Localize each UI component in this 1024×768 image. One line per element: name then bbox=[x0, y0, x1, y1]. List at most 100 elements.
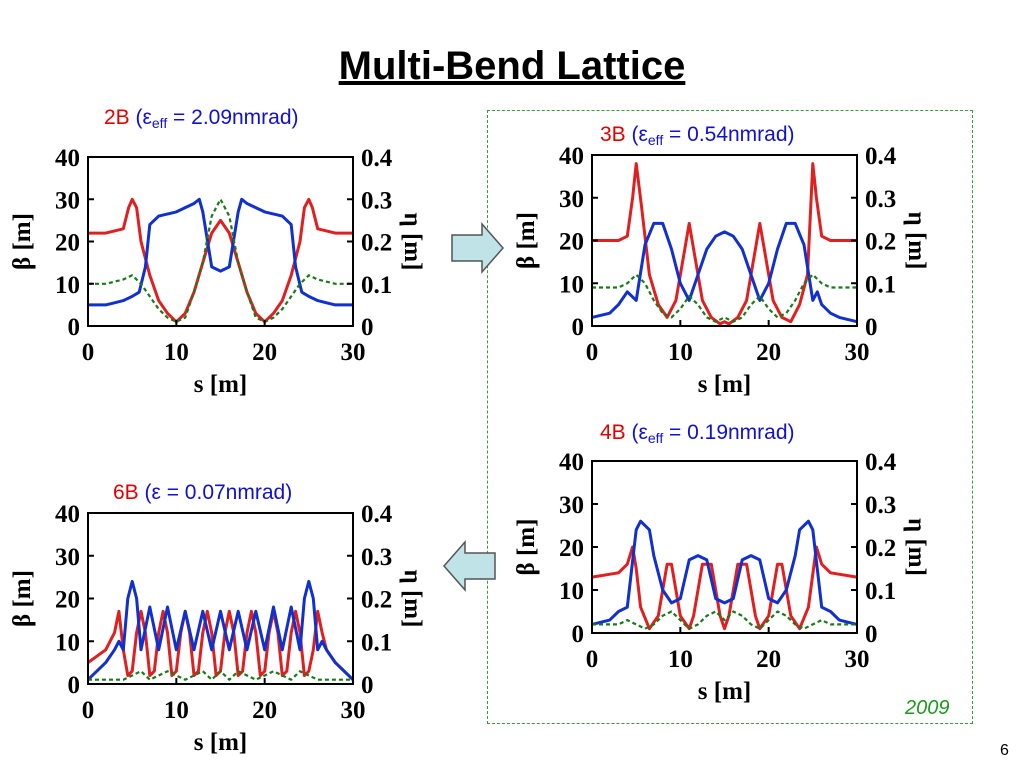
caption-2b: 2B (εeff = 2.09nmrad) bbox=[104, 105, 304, 136]
caption-4b-sub: eff bbox=[647, 430, 664, 446]
caption-3b-eps: ε bbox=[638, 123, 648, 146]
caption-4b: 4B (εeff = 0.19nmrad) bbox=[600, 420, 800, 451]
chart-2b-ytick-label: 10 bbox=[55, 272, 80, 299]
chart-4b-ytick-label: 0 bbox=[572, 621, 585, 648]
caption-6b-rest: (ε = 0.07nmrad) bbox=[138, 481, 293, 504]
caption-3b: 3B (εeff = 0.54nmrad) bbox=[600, 122, 800, 153]
caption-3b-rest: = 0.54nmrad) bbox=[663, 123, 795, 146]
chart-2b-xtick-label: 10 bbox=[164, 339, 189, 366]
chart-4b-ylabel: β [m] bbox=[513, 519, 540, 576]
chart-4b-xtick-label: 30 bbox=[845, 646, 870, 673]
caption-2b-label: 2B bbox=[104, 106, 130, 129]
chart-6b-y2tick-label: 0.1 bbox=[361, 629, 392, 656]
chart-2b-y2tick-label: 0.3 bbox=[361, 187, 392, 214]
chart-3b-xtick-label: 20 bbox=[756, 339, 781, 366]
chart-2b-y2label: η [m] bbox=[399, 213, 426, 271]
chart-2b-series-beta-y bbox=[88, 197, 353, 307]
chart-3b-xtick-label: 0 bbox=[586, 339, 599, 366]
chart-4b-series-beta-x bbox=[591, 545, 858, 631]
chart-3b-xlabel: s [m] bbox=[698, 371, 751, 398]
chart-2b-y2tick-label: 0.2 bbox=[361, 230, 392, 257]
chart-3b-y2tick-label: 0.1 bbox=[865, 271, 896, 298]
slide-title: Multi-Bend Lattice bbox=[0, 44, 1024, 89]
chart-6b-series-eta bbox=[88, 670, 353, 681]
chart-3b-xtick-label: 10 bbox=[668, 339, 693, 366]
chart-2b-ytick-label: 20 bbox=[55, 230, 80, 257]
chart-4b-xtick-label: 0 bbox=[586, 646, 599, 673]
chart-6b-series-beta-y bbox=[86, 579, 355, 681]
caption-4b-paren: ( bbox=[625, 421, 639, 444]
chart-6b-y2tick-label: 0.2 bbox=[361, 587, 392, 614]
caption-4b-eps: ε bbox=[638, 421, 648, 444]
chart-2b-ylabel: β [m] bbox=[9, 213, 36, 270]
chart-3b-ylabel: β [m] bbox=[513, 212, 540, 269]
chart-2b-ytick-label: 30 bbox=[55, 187, 80, 214]
chart-3b-frame bbox=[591, 154, 858, 327]
left-arrow-icon bbox=[443, 540, 496, 592]
chart-2b-xtick-label: 30 bbox=[341, 339, 366, 366]
chart-3b-y2tick-label: 0.4 bbox=[865, 143, 897, 170]
chart-3b-ytick-label: 30 bbox=[559, 186, 584, 213]
chart-2b-y2tick-label: 0.1 bbox=[361, 272, 392, 299]
chart-3b-series-beta-x bbox=[592, 162, 857, 326]
right-arrow-icon bbox=[451, 222, 504, 274]
chart-6b-series-beta-x bbox=[87, 609, 355, 681]
chart-2b-frame bbox=[87, 156, 354, 327]
chart-4b-y2tick-label: 0.2 bbox=[865, 535, 896, 562]
chart-6b-xtick-label: 20 bbox=[252, 697, 277, 724]
chart-3b-y2tick-label: 0 bbox=[865, 314, 878, 341]
caption-2b-rest: = 2.09nmrad) bbox=[167, 106, 299, 129]
caption-6b: 6B (ε = 0.07nmrad) bbox=[113, 480, 373, 505]
chart-4b-xtick-label: 10 bbox=[668, 646, 693, 673]
chart-3b-xtick-label: 30 bbox=[845, 339, 870, 366]
chart-3b-y2label: η [m] bbox=[903, 212, 930, 270]
chart-2b-ytick-label: 0 bbox=[68, 314, 81, 341]
caption-3b-paren: ( bbox=[625, 123, 639, 146]
chart-6b-ytick-label: 20 bbox=[55, 587, 80, 614]
chart-6b-y2label: η [m] bbox=[399, 570, 426, 628]
chart-2b-y2tick-label: 0 bbox=[361, 314, 374, 341]
chart-6b-xtick-label: 0 bbox=[82, 697, 95, 724]
caption-4b-label: 4B bbox=[600, 421, 626, 444]
caption-2b-sub: eff bbox=[151, 115, 168, 131]
chart-4b-y2tick-label: 0.1 bbox=[865, 578, 896, 605]
caption-6b-label: 6B bbox=[113, 481, 139, 504]
page-number: 6 bbox=[1000, 742, 1009, 759]
chart-2b-series-eta bbox=[88, 198, 353, 323]
chart-6b-xtick-label: 30 bbox=[341, 697, 366, 724]
caption-2b-eps: ε bbox=[142, 106, 152, 129]
chart-4b-ytick-label: 30 bbox=[559, 492, 584, 519]
caption-3b-label: 3B bbox=[600, 123, 626, 146]
chart-4b-series-beta-y bbox=[591, 519, 858, 626]
chart-3b-series-eta bbox=[592, 273, 857, 323]
chart-4b-xtick-label: 20 bbox=[756, 646, 781, 673]
chart-6b-xtick-label: 10 bbox=[164, 697, 189, 724]
chart-2b-xtick-label: 0 bbox=[82, 339, 95, 366]
chart-2b-xlabel: s [m] bbox=[194, 371, 247, 398]
chart-6b-y2tick-label: 0 bbox=[361, 672, 374, 699]
chart-4b-xlabel: s [m] bbox=[698, 678, 751, 705]
chart-6b-ytick-label: 40 bbox=[55, 501, 80, 528]
chart-6b-y2tick-label: 0.4 bbox=[361, 501, 393, 528]
chart-4b-series-eta bbox=[592, 610, 857, 630]
chart-4b-y2label: η [m] bbox=[903, 518, 930, 576]
chart-4b-y2tick-label: 0 bbox=[865, 621, 878, 648]
chart-4b-ytick-label: 10 bbox=[559, 578, 584, 605]
chart-6b-xlabel: s [m] bbox=[194, 729, 247, 756]
chart-2b-ytick-label: 40 bbox=[55, 145, 80, 172]
chart-2b-series-beta-x bbox=[88, 197, 353, 324]
year-label: 2009 bbox=[905, 697, 950, 719]
chart-3b-y2tick-label: 0.2 bbox=[865, 229, 896, 256]
chart-3b-y2tick-label: 0.3 bbox=[865, 186, 896, 213]
caption-2b-paren: ( bbox=[129, 106, 143, 129]
caption-4b-rest: = 0.19nmrad) bbox=[663, 421, 795, 444]
chart-4b-y2tick-label: 0.3 bbox=[865, 492, 896, 519]
chart-4b-ytick-label: 40 bbox=[559, 449, 584, 476]
slide-title-text: Multi-Bend Lattice bbox=[338, 44, 686, 88]
chart-6b-ytick-label: 30 bbox=[55, 544, 80, 571]
